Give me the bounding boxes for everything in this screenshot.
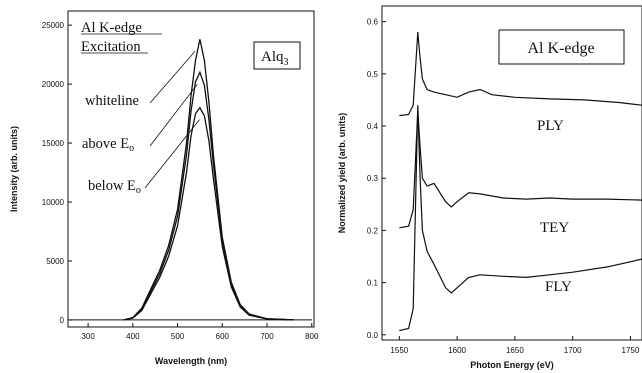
right-chart: 1550 1600 1650 1700 1750 0.00.10.20.30.40.50… [337,5,642,370]
left-y-ticks: 0 5000 10000 15000 20000 25000 [42,21,72,325]
compound-label-sub: 3 [284,57,289,68]
right-x-tick-label: 1550 [390,346,408,355]
right-x-ticks: 1550 1600 1650 1700 1750 [390,336,640,355]
left-series-line-2 [123,106,294,321]
right-curves [399,32,642,332]
right-y-ticks: 0.0 0.1 0.2 0.3 0.4 0.5 0.6 [367,18,386,340]
left-leader-line-0 [149,51,196,104]
left-y-tick-label: 20000 [42,80,65,89]
left-leader-line-1 [149,84,198,147]
left-y-tick-label: 5000 [46,257,64,266]
right-y-tick-label: 0.0 [367,331,379,340]
right-series-line-0 [399,32,642,117]
left-plot-frame [67,10,315,328]
right-y-tick-label: 0.4 [367,122,379,131]
left-y-tick-label: 10000 [42,198,65,207]
left-curves [70,39,312,321]
left-y-tick-label: 0 [60,316,65,325]
left-x-tick-label: 700 [260,332,274,341]
right-x-tick-label: 1750 [622,346,640,355]
right-series-line-1 [399,110,642,229]
left-x-tick-label: 500 [171,332,185,341]
left-x-tick-label: 400 [126,332,140,341]
right-series-line-2 [399,105,642,332]
left-y-axis-label: Intensity (arb. units) [9,126,19,212]
edge-label: Al K-edge [527,40,594,57]
label-ply: PLY [537,118,564,134]
left-y-tick-label: 25000 [42,21,65,30]
label-below-eo-subscript: o [136,185,141,196]
compound-label: Alq3 [261,49,289,68]
label-whiteline: whiteline [85,93,139,109]
left-x-tick-label: 300 [81,332,95,341]
left-x-tick-label: 800 [305,332,319,341]
compound-label-box [253,41,301,70]
right-x-tick-label: 1700 [564,346,582,355]
right-x-tick-label: 1600 [448,346,466,355]
left-series-line-0 [123,39,294,321]
right-plot-frame [381,5,642,341]
label-tey: TEY [540,220,569,236]
label-below-eo: below Eo [88,178,141,196]
label-above-eo-text: above E [82,136,129,152]
left-x-tick-label: 600 [216,332,230,341]
edge-label-box [498,29,625,65]
left-leader-line-2 [144,119,200,189]
right-x-axis-label: Photon Energy (eV) [470,360,554,370]
right-y-tick-label: 0.5 [367,70,379,79]
label-fly: FLY [545,279,572,295]
right-y-tick-label: 0.3 [367,174,379,183]
label-below-eo-text: below E [88,178,136,194]
left-chart: 300 400 500 600 700 800 0 5000 10000 15000 20000 2… [9,10,319,366]
right-y-tick-label: 0.6 [367,18,379,27]
right-y-axis-label: Normalized yield (arb. units) [337,113,347,234]
legend-title-line2: Excitation [81,39,141,55]
compound-label-main: Alq [261,49,284,65]
left-leader-lines [144,51,200,189]
left-y-tick-label: 15000 [42,139,65,148]
right-x-tick-label: 1650 [506,346,524,355]
right-y-tick-label: 0.2 [367,226,379,235]
left-x-axis-label: Wavelength (nm) [155,356,227,366]
label-above-eo: above Eo [82,136,134,154]
legend-title-line1: Al K-edge [81,20,142,36]
right-y-tick-label: 0.1 [367,279,379,288]
label-above-eo-subscript: o [129,143,134,154]
left-x-ticks: 300 400 500 600 700 800 [81,323,319,341]
